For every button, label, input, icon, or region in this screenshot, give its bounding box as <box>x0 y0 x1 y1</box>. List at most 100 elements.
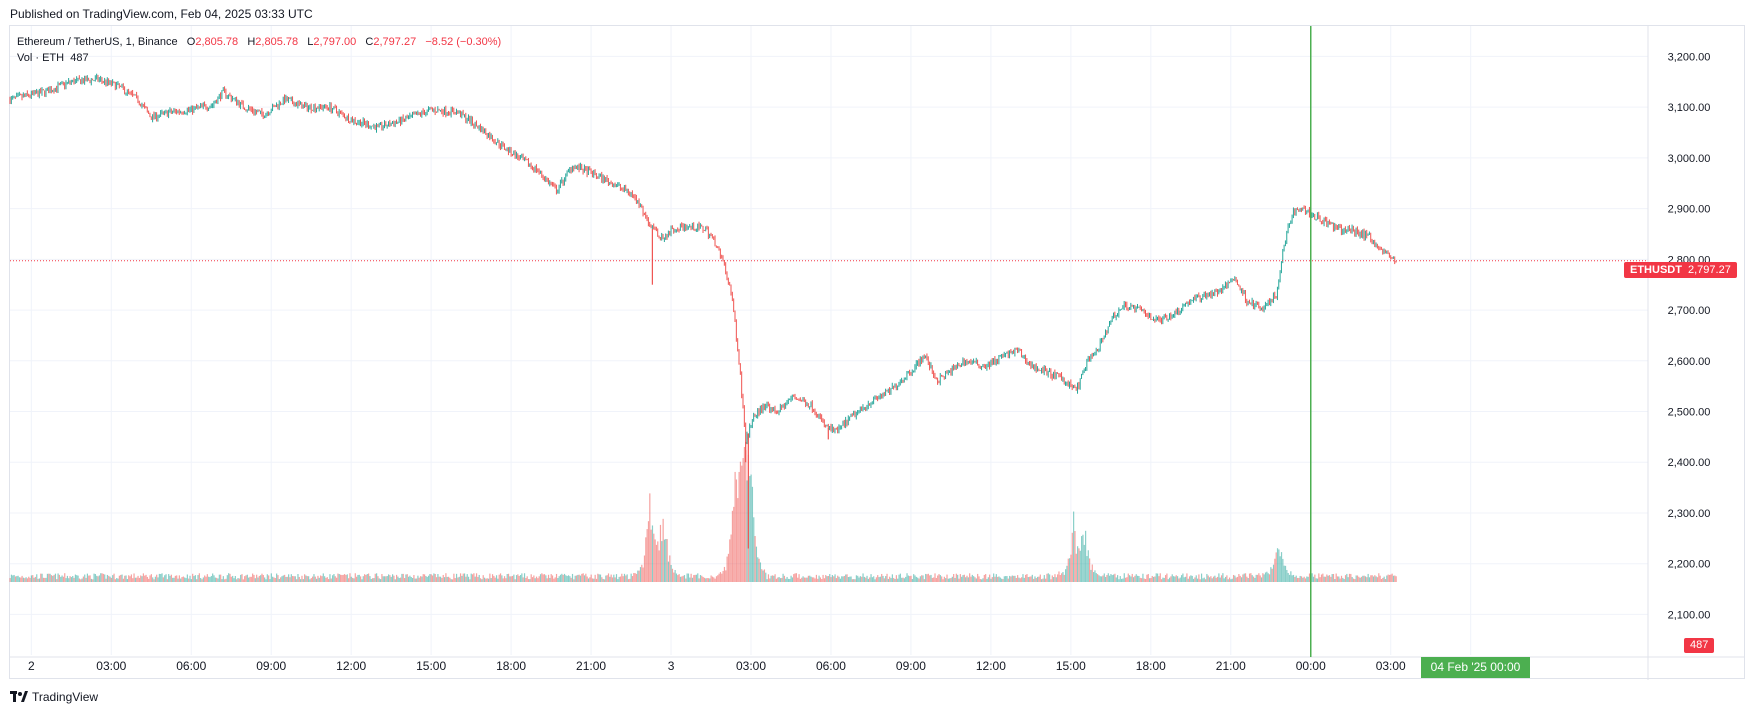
volume-bar <box>859 576 861 582</box>
volume-bar <box>1202 578 1204 582</box>
volume-bar <box>1172 576 1175 582</box>
volume-bar <box>947 578 949 582</box>
x-tick-label: 09:00 <box>896 659 926 673</box>
volume-bar <box>210 575 212 582</box>
volume-bar <box>1063 574 1065 582</box>
volume-bar <box>1279 556 1281 582</box>
volume-bar <box>735 479 738 582</box>
volume-bar <box>216 577 218 582</box>
volume-bar <box>591 578 594 582</box>
volume-bar <box>306 576 308 582</box>
volume-bar <box>36 574 38 582</box>
volume-bar <box>310 578 312 582</box>
volume-bar <box>285 576 287 582</box>
volume-bar <box>766 579 768 582</box>
volume-bar <box>133 573 135 582</box>
volume-bar <box>1258 573 1260 582</box>
volume-bar <box>1073 511 1075 582</box>
volume-bar <box>443 577 446 582</box>
volume-bar <box>1290 571 1292 582</box>
volume-bar <box>895 575 897 582</box>
volume-bar <box>998 576 1000 582</box>
volume-bar <box>1292 574 1295 582</box>
volume-bar <box>671 568 674 582</box>
volume-bar <box>1351 577 1353 582</box>
volume-bar <box>579 575 582 582</box>
volume-bar <box>649 493 651 582</box>
volume-bar <box>161 573 163 582</box>
volume-bar <box>280 577 282 582</box>
volume-bar <box>745 450 747 582</box>
volume-bar <box>1371 575 1373 582</box>
volume-bar <box>585 573 587 582</box>
volume-bar <box>1192 578 1195 582</box>
volume-bar <box>1089 558 1091 582</box>
volume-bar <box>867 578 869 582</box>
volume-bar <box>264 577 266 582</box>
volume-bar <box>1126 577 1128 582</box>
volume-bar <box>883 578 885 582</box>
volume-bar <box>593 578 595 582</box>
volume-bar <box>787 578 790 582</box>
volume-bar <box>1074 531 1076 582</box>
volume-bar <box>1218 573 1220 582</box>
chart-frame[interactable] <box>9 25 1745 679</box>
volume-bar <box>509 576 511 582</box>
volume-bar <box>305 575 307 582</box>
volume-bar <box>575 575 578 582</box>
volume-bar <box>1143 578 1145 582</box>
volume-bar <box>1320 574 1323 582</box>
volume-bar <box>1151 575 1153 582</box>
volume-bar <box>186 574 188 582</box>
volume-bar <box>1379 575 1381 582</box>
volume-bar <box>138 577 140 582</box>
volume-bar <box>224 579 226 582</box>
volume-bar <box>1372 576 1375 582</box>
volume-bar <box>838 576 840 582</box>
volume-bar <box>252 573 254 582</box>
volume-bar <box>1348 573 1351 582</box>
volume-bar <box>218 574 220 582</box>
volume-bar <box>1021 577 1023 582</box>
volume-bar <box>1340 575 1343 582</box>
y-tick-label: 2,200.00 <box>1668 559 1711 571</box>
volume-bar <box>961 576 963 582</box>
volume-badge: 487 <box>1684 638 1715 653</box>
volume-bar <box>698 578 700 582</box>
volume-bar <box>673 572 675 582</box>
volume-bar <box>365 574 367 582</box>
volume-label: Vol · ETH <box>17 52 65 64</box>
volume-bar <box>1067 558 1069 582</box>
volume-bar <box>84 574 86 582</box>
y-tick-label: 2,600.00 <box>1668 356 1711 368</box>
volume-bar <box>156 574 158 582</box>
volume-bar <box>866 575 868 582</box>
volume-bar <box>322 573 324 582</box>
volume-bar <box>1111 575 1113 582</box>
volume-bar <box>710 575 712 582</box>
volume-bar <box>474 576 476 582</box>
volume-bar <box>831 575 833 582</box>
grid-lines <box>10 26 1745 680</box>
volume-bar <box>242 579 244 582</box>
volume-bar <box>1266 571 1268 582</box>
volume-bar <box>158 573 160 582</box>
volume-bar <box>934 573 936 582</box>
volume-bar <box>1294 576 1296 582</box>
volume-bar <box>1087 550 1089 582</box>
volume-bar <box>446 576 448 582</box>
volume-bar <box>1302 577 1304 582</box>
volume-bar <box>1038 576 1040 582</box>
volume-bar <box>391 574 394 582</box>
volume-bar <box>651 525 654 582</box>
volume-bar <box>1117 575 1119 582</box>
volume-bar <box>658 550 660 582</box>
volume-bar <box>333 574 335 582</box>
volume-bar <box>1198 574 1200 582</box>
volume-bar <box>1118 579 1120 582</box>
volume-bar <box>1390 574 1392 582</box>
volume-bar <box>1251 575 1253 582</box>
volume-bar <box>1182 573 1184 582</box>
volume-bar <box>633 572 635 582</box>
